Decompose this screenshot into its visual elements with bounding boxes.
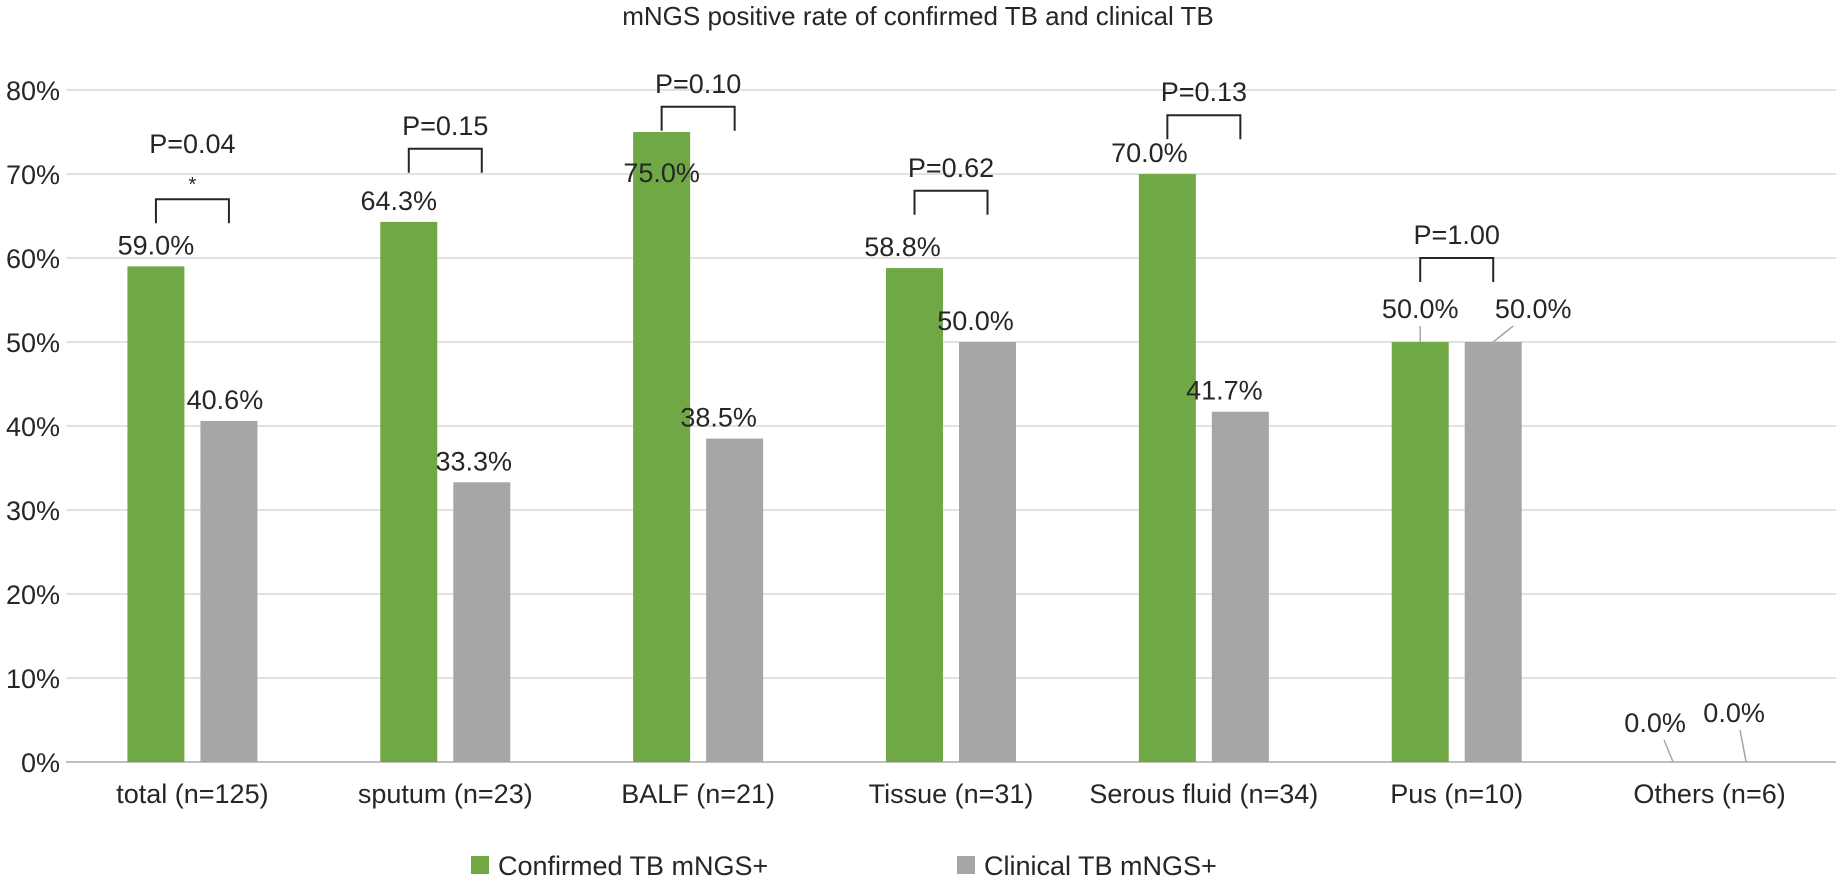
data-label-clinical-2: 38.5% (680, 403, 757, 433)
grid-lines (66, 89, 1836, 763)
y-tick-label: 0% (21, 748, 60, 778)
bar-confirmed-2 (633, 132, 691, 762)
data-label-clinical-5: 50.0% (1495, 294, 1572, 324)
x-tick-label: total (n=125) (116, 779, 268, 809)
p-value-bracket-5 (1419, 257, 1495, 282)
data-labels: 59.0% 64.3% 75.0% 58.8% 70.0% 50.0% 0.0% 40.6% 3… (118, 138, 1765, 763)
y-tick-label: 60% (6, 244, 60, 274)
data-label-clinical-3: 50.0% (937, 306, 1014, 336)
x-tick-label: BALF (n=21) (621, 779, 775, 809)
legend-label-clinical: Clinical TB mNGS+ (984, 851, 1217, 881)
bar-clinical-2 (706, 438, 764, 762)
x-tick-label: Pus (n=10) (1390, 779, 1523, 809)
bar-confirmed-4 (1138, 174, 1196, 762)
x-tick-label: Others (n=6) (1633, 779, 1785, 809)
data-label-confirmed-6: 0.0% (1624, 708, 1686, 738)
y-tick-label: 40% (6, 412, 60, 442)
data-label-confirmed-2: 75.0% (623, 158, 700, 188)
p-value-label-3: P=0.62 (908, 153, 994, 183)
bar-confirmed-3 (886, 268, 943, 762)
data-label-clinical-6: 0.0% (1703, 698, 1765, 728)
chart-title: mNGS positive rate of confirmed TB and c… (622, 1, 1214, 31)
data-label-confirmed-4: 70.0% (1111, 138, 1188, 168)
p-value-label-5: P=1.00 (1414, 220, 1500, 250)
p-value-label-1: P=0.15 (402, 111, 488, 141)
data-label-clinical-4: 41.7% (1186, 376, 1263, 406)
bar-confirmed-5 (1391, 342, 1449, 762)
data-label-confirmed-1: 64.3% (361, 186, 438, 216)
bar-clinical-3 (959, 342, 1016, 762)
legend: Confirmed TB mNGS+ Clinical TB mNGS+ (471, 851, 1217, 881)
bars (127, 132, 1522, 762)
p-value-bracket-3 (913, 189, 989, 215)
bar-clinical-5 (1464, 342, 1522, 762)
bar-clinical-0 (200, 420, 258, 762)
y-axis-ticks: 0% 10% 20% 30% 40% 50% 60% 70% 80% (6, 76, 60, 778)
label-leader-line (1663, 739, 1674, 763)
x-tick-label: Tissue (n=31) (869, 779, 1034, 809)
data-label-confirmed-5: 50.0% (1382, 294, 1459, 324)
significance-marker: * (189, 174, 197, 196)
x-tick-label: Serous fluid (n=34) (1089, 779, 1318, 809)
y-tick-label: 30% (6, 496, 60, 526)
p-value-label-0: P=0.04 (149, 129, 235, 159)
data-label-clinical-0: 40.6% (187, 385, 264, 415)
label-leader-line (1492, 325, 1514, 343)
data-label-confirmed-0: 59.0% (118, 230, 195, 260)
y-tick-label: 10% (6, 664, 60, 694)
p-value-bracket-0 (154, 198, 230, 224)
data-label-confirmed-3: 58.8% (864, 232, 941, 262)
legend-swatch-clinical (957, 856, 975, 874)
data-label-clinical-1: 33.3% (436, 446, 513, 476)
legend-label-confirmed: Confirmed TB mNGS+ (498, 851, 768, 881)
label-leader-line (1739, 729, 1747, 763)
p-value-bracket-1 (407, 147, 483, 173)
p-value-bracket-4 (1166, 114, 1242, 140)
x-tick-label: sputum (n=23) (358, 779, 533, 809)
bar-confirmed-1 (380, 221, 438, 762)
p-value-bracket-2 (660, 105, 736, 131)
bar-clinical-4 (1211, 411, 1269, 762)
legend-swatch-confirmed (471, 856, 489, 874)
x-axis-ticks: total (n=125) sputum (n=23) BALF (n=21) Tis… (116, 779, 1785, 809)
significance-annotations: P=0.04 * P=0.15 P=0.10 P=0.62 P=0.13 P=1.00 (149, 69, 1500, 282)
p-value-label-2: P=0.10 (655, 69, 741, 99)
bar-confirmed-0 (127, 266, 185, 762)
y-tick-label: 50% (6, 328, 60, 358)
bar-clinical-1 (453, 482, 511, 762)
y-tick-label: 70% (6, 160, 60, 190)
y-tick-label: 20% (6, 580, 60, 610)
p-value-label-4: P=0.13 (1161, 77, 1247, 107)
y-tick-label: 80% (6, 76, 60, 106)
